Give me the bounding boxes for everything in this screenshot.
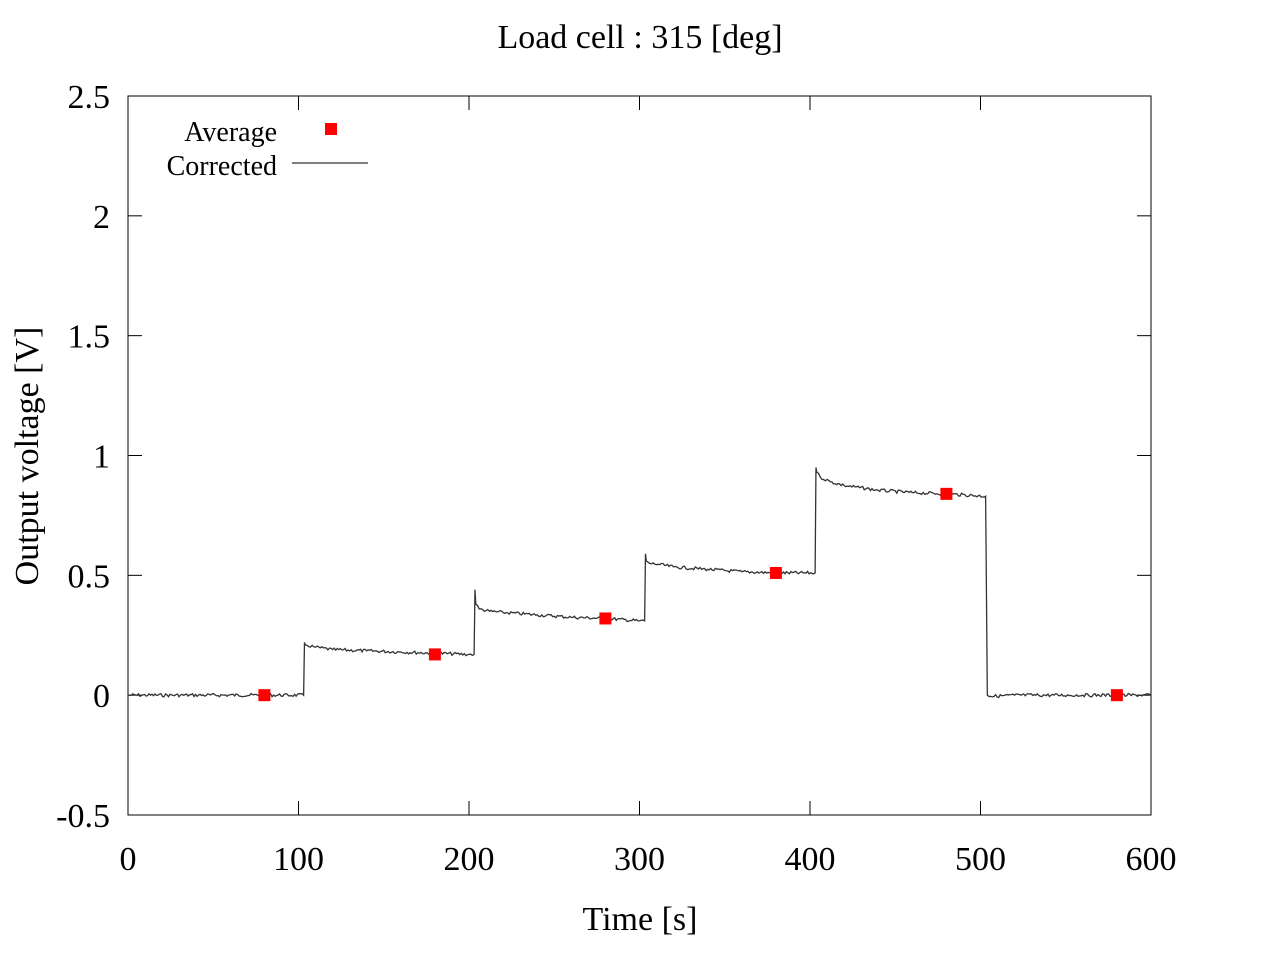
y-axis-label: Output voltage [V]: [9, 327, 46, 586]
x-tick-label: 400: [785, 841, 836, 878]
average-point: [940, 487, 953, 500]
y-tick-label: 2: [93, 199, 110, 236]
average-point: [769, 566, 782, 579]
legend-label-corrected: Corrected: [167, 151, 277, 182]
x-tick-label: 300: [614, 841, 665, 878]
y-tick-label: 0.5: [68, 558, 111, 595]
x-tick-label: 100: [273, 841, 324, 878]
average-point: [258, 689, 271, 702]
y-tick-label: 1.5: [68, 319, 111, 356]
y-tick-label: 2.5: [68, 79, 111, 116]
plot-border: [127, 95, 1152, 816]
average-point: [428, 648, 441, 661]
x-tick-label: 600: [1126, 841, 1177, 878]
x-axis-label: Time [s]: [583, 901, 698, 938]
y-tick-label: -0.5: [56, 798, 110, 835]
y-tick-label: 1: [93, 439, 110, 476]
series-corrected: [127, 467, 1152, 699]
legend-marker-average: [325, 123, 337, 135]
x-axis: 0 100 200 300 400 500 600: [120, 96, 1177, 878]
corrected-line: [127, 467, 1152, 699]
plot-area: [127, 95, 1152, 816]
x-tick-label: 200: [444, 841, 495, 878]
chart-title: Load cell : 315 [deg]: [497, 19, 782, 56]
x-tick-label: 0: [120, 841, 137, 878]
y-axis: -0.5 0 0.5 1 1.5 2 2.5: [56, 79, 1151, 835]
y-tick-label: 0: [93, 678, 110, 715]
x-tick-label: 500: [955, 841, 1006, 878]
average-point: [1110, 689, 1123, 702]
average-point: [599, 612, 612, 625]
legend-label-average: Average: [184, 117, 277, 148]
series-average: [258, 487, 1123, 702]
